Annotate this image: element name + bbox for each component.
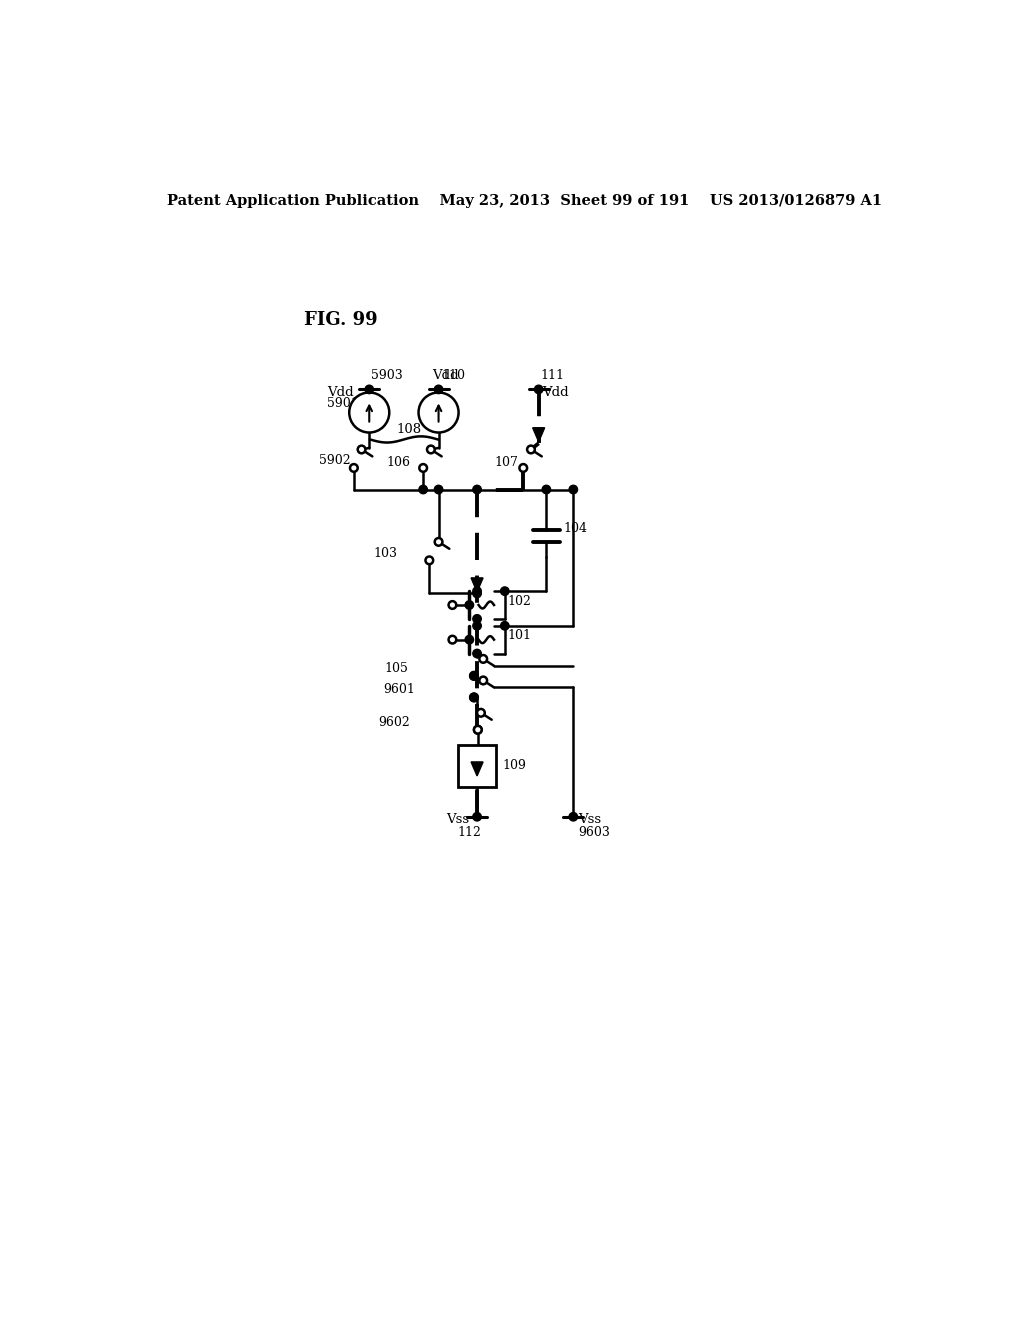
Circle shape <box>470 672 478 680</box>
Text: 103: 103 <box>373 546 397 560</box>
Circle shape <box>569 813 578 821</box>
Circle shape <box>470 672 478 680</box>
Circle shape <box>419 486 427 494</box>
Circle shape <box>465 635 473 644</box>
Circle shape <box>473 813 481 821</box>
Text: Vss: Vss <box>578 813 601 825</box>
Text: 104: 104 <box>563 521 588 535</box>
Text: 110: 110 <box>441 370 466 381</box>
Circle shape <box>419 392 459 433</box>
Circle shape <box>477 709 484 717</box>
Circle shape <box>501 622 509 630</box>
Circle shape <box>519 465 527 471</box>
Circle shape <box>473 589 481 598</box>
Circle shape <box>350 465 357 471</box>
Text: Patent Application Publication    May 23, 2013  Sheet 99 of 191    US 2013/01268: Patent Application Publication May 23, 2… <box>167 194 883 207</box>
Circle shape <box>427 446 435 453</box>
Polygon shape <box>471 762 483 776</box>
Circle shape <box>479 677 487 684</box>
Circle shape <box>473 622 481 630</box>
Text: 5902: 5902 <box>319 454 351 467</box>
Text: 109: 109 <box>503 759 526 772</box>
Text: 9603: 9603 <box>578 825 610 838</box>
Text: Vdd: Vdd <box>327 385 353 399</box>
Text: Vdd: Vdd <box>542 385 568 399</box>
Circle shape <box>479 655 487 663</box>
Circle shape <box>470 693 478 702</box>
Circle shape <box>473 615 481 623</box>
Circle shape <box>527 446 535 453</box>
Circle shape <box>569 486 578 494</box>
Text: FIG. 99: FIG. 99 <box>304 312 378 329</box>
Text: 106: 106 <box>386 455 411 469</box>
Text: 102: 102 <box>508 594 531 607</box>
Circle shape <box>357 446 366 453</box>
Circle shape <box>473 587 481 595</box>
Text: 9601: 9601 <box>383 684 415 696</box>
Text: 108: 108 <box>396 422 421 436</box>
Circle shape <box>449 601 457 609</box>
Circle shape <box>365 385 374 393</box>
Circle shape <box>435 539 442 545</box>
Text: Vss: Vss <box>446 813 469 825</box>
Text: 101: 101 <box>508 630 531 643</box>
Text: 112: 112 <box>458 825 481 838</box>
Text: 111: 111 <box>541 370 564 381</box>
Text: Vdd: Vdd <box>432 370 459 381</box>
Circle shape <box>470 693 478 701</box>
Circle shape <box>449 636 457 644</box>
Circle shape <box>434 486 442 494</box>
Text: 107: 107 <box>494 455 518 469</box>
Circle shape <box>473 486 481 494</box>
Circle shape <box>474 726 481 734</box>
Polygon shape <box>532 428 545 442</box>
Circle shape <box>474 726 481 734</box>
Circle shape <box>419 465 427 471</box>
Text: 5901: 5901 <box>327 397 358 409</box>
Circle shape <box>349 392 389 433</box>
Bar <box>458 744 497 788</box>
Circle shape <box>425 557 433 564</box>
Circle shape <box>473 649 481 657</box>
Polygon shape <box>471 578 483 591</box>
Text: 9602: 9602 <box>379 715 411 729</box>
Text: 5903: 5903 <box>371 370 402 381</box>
Circle shape <box>434 385 442 393</box>
Text: 105: 105 <box>385 661 409 675</box>
Circle shape <box>465 601 473 610</box>
Circle shape <box>501 587 509 595</box>
Circle shape <box>535 385 543 393</box>
Circle shape <box>542 486 551 494</box>
